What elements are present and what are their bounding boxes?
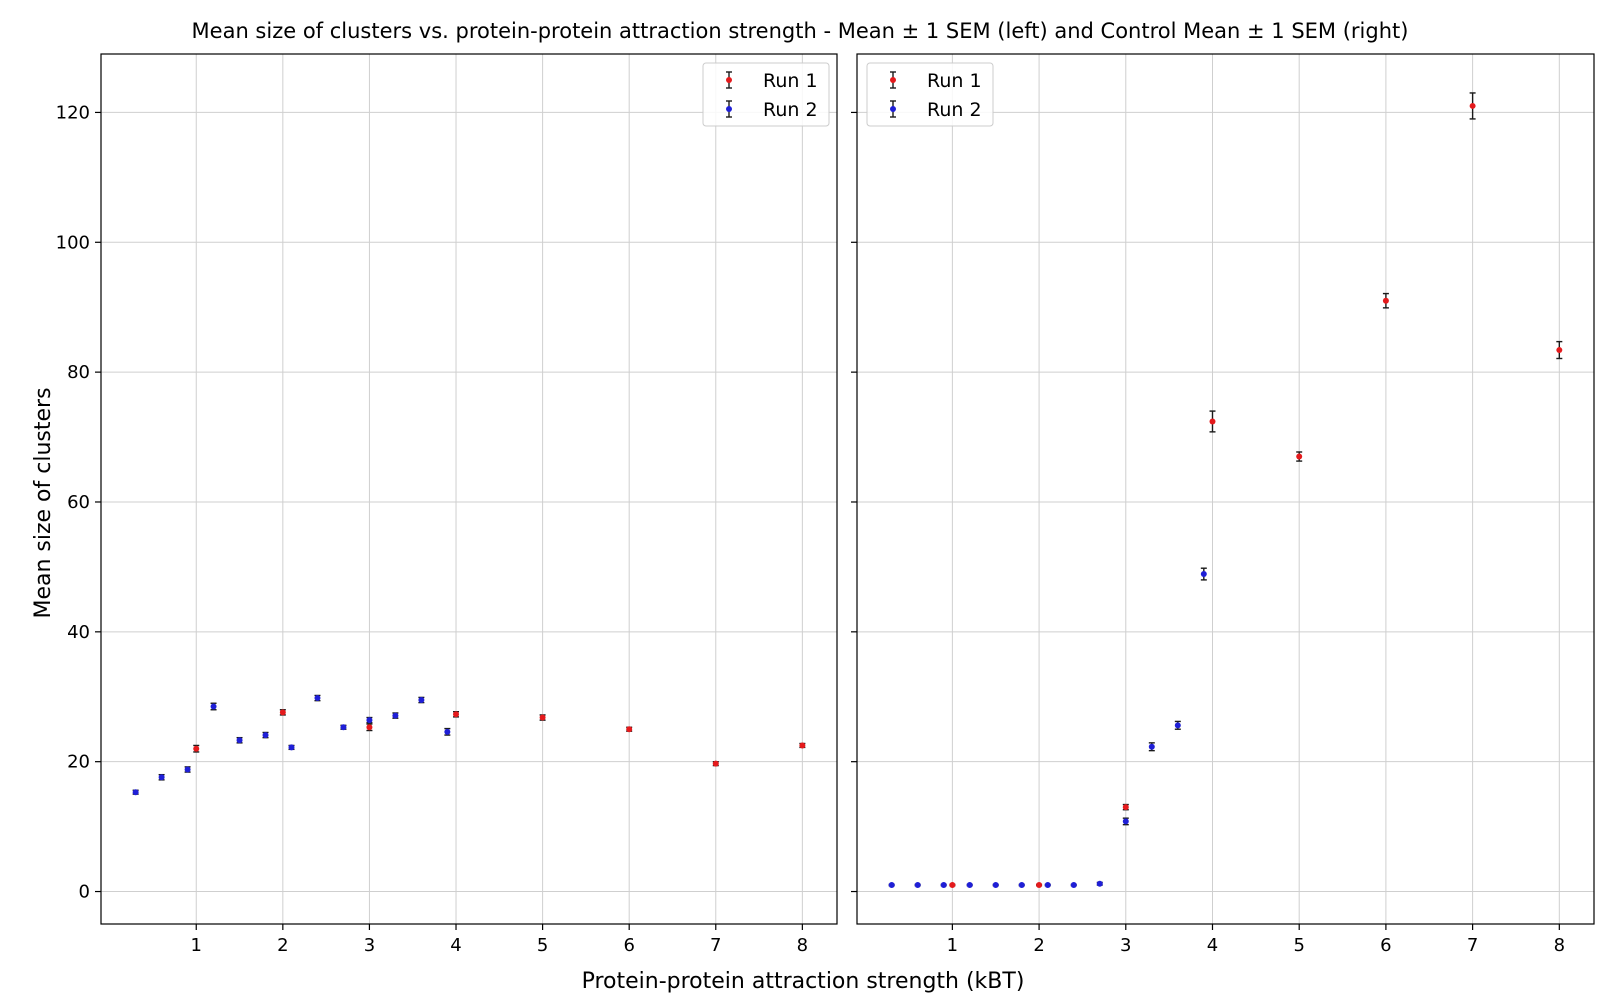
data-point [949,882,956,889]
y-tick-label: 60 [67,492,90,513]
figure-title: Mean size of clusters vs. protein-protei… [192,19,1409,43]
y-tick-label: 0 [79,882,90,903]
data-point [279,709,286,716]
data-point [626,726,633,733]
data-point [940,882,947,889]
data-point [288,744,295,751]
legend-label: Run 2 [927,99,982,121]
x-tick-label: 5 [1293,935,1304,956]
y-tick-label: 80 [67,362,90,383]
x-tick-label: 8 [797,935,808,956]
data-point [453,711,460,718]
x-tick-label: 2 [1033,935,1044,956]
x-tick-label: 6 [1380,935,1391,956]
data-point [1096,880,1103,887]
data-point [914,882,921,889]
legend-marker [890,77,896,83]
series-run-1 [193,709,806,767]
data-point [158,774,165,781]
legend: Run 1 Run 2 [702,62,830,127]
data-point [314,695,321,702]
y-axis-label: Mean size of clusters [31,387,56,618]
data-point [210,703,217,710]
x-tick-label: 4 [1207,935,1218,956]
x-tick-label: 3 [1120,935,1131,956]
data-point [366,724,373,731]
series-run-2 [888,567,1207,889]
legend-box [702,62,830,127]
data-point [1556,347,1563,354]
y-tick-label: 40 [67,622,90,643]
data-point [132,789,139,796]
y-tick-label: 100 [56,232,90,253]
data-point [1382,297,1389,304]
data-point [193,745,200,752]
plot-frame [100,53,838,925]
y-tick-label: 120 [56,102,90,123]
data-point [1070,882,1077,889]
x-axis-label: Protein-protein attraction strength (kBT… [582,969,1025,994]
series-run-2 [132,694,451,796]
data-point [444,728,451,735]
data-point [712,760,719,767]
x-tick-label: 6 [623,935,634,956]
data-point [1174,722,1181,729]
x-tick-label: 1 [191,935,202,956]
x-tick-label: 2 [277,935,288,956]
plot-frame [856,53,1595,925]
data-point [262,732,269,739]
data-point [418,697,425,704]
x-tick-label: 3 [364,935,375,956]
data-point [1018,882,1025,889]
data-point [1209,418,1216,425]
data-point [340,724,347,731]
data-point [799,742,806,749]
data-point [539,714,546,721]
y-tick-label: 20 [67,752,90,773]
x-tick-label: 1 [947,935,958,956]
legend-label: Run 1 [927,70,982,92]
x-tick-label: 4 [450,935,461,956]
data-point [184,766,191,773]
legend-marker [726,106,732,112]
data-point [888,882,895,889]
data-point [366,717,373,724]
data-point [992,882,999,889]
legend-marker [890,106,896,112]
x-tick-label: 7 [1467,935,1478,956]
legend-label: Run 1 [763,70,818,92]
data-point [966,882,973,889]
data-point [1036,882,1043,889]
x-tick-label: 8 [1554,935,1565,956]
data-point [1200,571,1207,578]
data-point [1469,102,1476,109]
x-tick-label: 7 [710,935,721,956]
data-point [392,712,399,719]
legend-label: Run 2 [763,99,818,121]
data-point [1122,818,1129,825]
legend-marker [726,77,732,83]
series-run-1 [949,92,1563,889]
legend: Run 1 Run 2 [866,62,994,127]
panel-right: 1 2 3 4 5 6 7 8 Run 1 Run 2 [851,53,1595,956]
legend-box [866,62,994,127]
data-point [1044,882,1051,889]
data-point [236,737,243,744]
data-point [1148,743,1155,750]
x-tick-label: 5 [537,935,548,956]
data-point [1122,804,1129,811]
data-point [1296,453,1303,460]
